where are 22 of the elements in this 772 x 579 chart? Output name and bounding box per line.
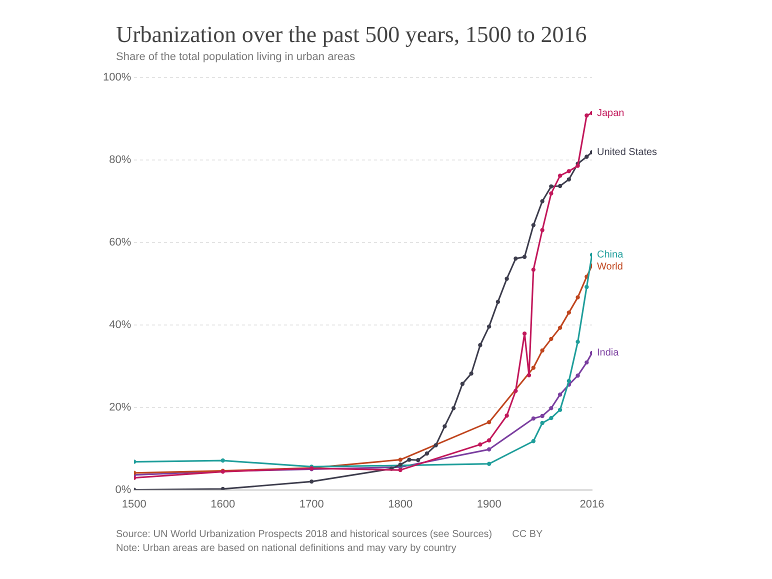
series-label: Japan (597, 108, 624, 119)
y-tick-label: 20% (109, 401, 132, 414)
y-tick-label: 0% (115, 484, 132, 496)
x-tick-label: 1800 (388, 498, 413, 510)
x-tick-label: 1600 (210, 498, 236, 510)
y-tick-label: 80% (109, 154, 132, 166)
series-label: India (597, 348, 620, 359)
x-tick-label: 1500 (122, 498, 146, 510)
y-tick-label: 100% (102, 72, 132, 84)
series-label: World (597, 262, 623, 273)
y-tick-label: 60% (109, 236, 132, 249)
x-tick-label: 1700 (299, 498, 324, 510)
text: Note: Urban areas are based on national definitions and may vary by country (116, 542, 458, 556)
x-tick-label: 1900 (476, 498, 502, 510)
chart-subtitle: Share of the total population living in urban areas (116, 51, 356, 63)
x-tick-label: 2016 (580, 498, 604, 510)
y-tick-label: 40% (109, 318, 132, 331)
series-label: United States (597, 146, 658, 158)
source-note: Source: UN World Urbanization Prospects 2018 and historical sources (see Sources) (116, 528, 492, 542)
text: CC BY (512, 528, 543, 542)
series-label: China (597, 250, 624, 261)
chart-title: Urbanization over the past 500 years, 1500 to 2016 (116, 22, 587, 48)
